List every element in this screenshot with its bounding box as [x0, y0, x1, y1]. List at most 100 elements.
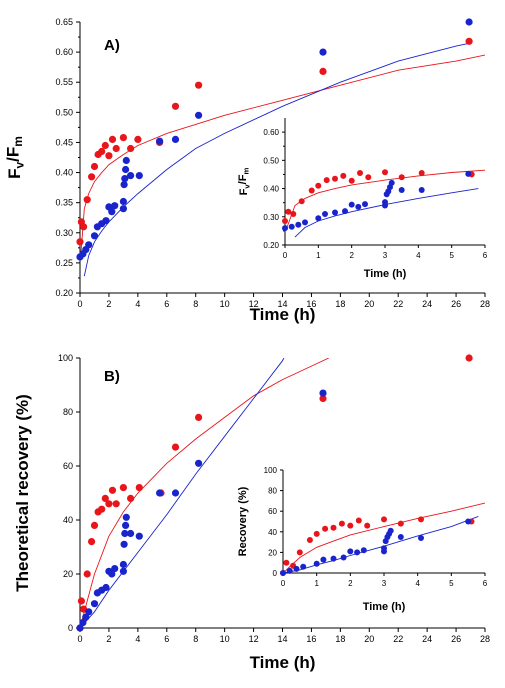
red-fit-line — [80, 54, 485, 257]
blue-data-point — [171, 135, 180, 143]
blue-data-point — [320, 556, 327, 563]
blue-data-point — [465, 170, 472, 177]
blue-data-point — [156, 489, 164, 497]
x-tick-label: 20 — [364, 634, 374, 644]
red-data-point — [98, 505, 106, 513]
x-tick-label: 4 — [415, 579, 420, 588]
blue-fit-line — [283, 515, 479, 573]
red-data-point — [308, 187, 315, 194]
x-tick-label: 0 — [77, 634, 82, 644]
blue-data-point — [418, 535, 424, 541]
y-tick-label: 0.65 — [55, 17, 73, 27]
blue-data-point — [90, 600, 99, 608]
red-data-point — [112, 500, 120, 508]
x-tick-label: 0 — [281, 579, 286, 588]
blue-fit-line — [80, 358, 285, 628]
red-data-point — [298, 198, 305, 205]
y-tick-label: 0.40 — [55, 168, 73, 178]
blue-data-point — [76, 624, 84, 632]
red-data-point — [135, 484, 143, 492]
blue-data-point — [108, 208, 116, 216]
x-tick-label: 20 — [364, 299, 374, 309]
x-tick-label: 3 — [382, 579, 387, 588]
x-tick-label: 6 — [164, 299, 169, 309]
y-tick-label: 60 — [63, 461, 73, 471]
blue-data-point — [135, 172, 143, 180]
blue-data-point — [79, 619, 87, 627]
red-data-point — [322, 525, 329, 532]
blue-data-point — [398, 187, 405, 193]
blue-data-point — [195, 111, 203, 119]
red-data-point — [88, 538, 96, 546]
blue-data-point — [122, 156, 130, 165]
blue-data-point — [332, 209, 338, 216]
x-tick-label: 26 — [451, 299, 461, 309]
blue-data-point — [120, 181, 128, 189]
red-data-point — [319, 67, 327, 75]
blue-data-point — [313, 560, 320, 567]
blue-data-point — [119, 567, 127, 575]
y-tick-label: 100 — [58, 353, 73, 363]
blue-data-point — [119, 205, 127, 213]
x-tick-label: 26 — [451, 634, 461, 644]
blue-data-point — [288, 223, 295, 230]
blue-data-point — [82, 613, 90, 621]
red-data-point — [119, 134, 127, 142]
red-data-point — [313, 530, 320, 537]
blue-data-point — [387, 527, 394, 534]
y-tick-label: 0 — [68, 623, 73, 633]
panel-label: A) — [104, 37, 120, 54]
blue-data-point — [465, 18, 473, 26]
x-tick-label: 28 — [480, 634, 490, 644]
red-data-point — [382, 169, 388, 176]
red-data-point — [306, 537, 313, 543]
x-tick-label: 8 — [193, 634, 198, 644]
red-data-point — [134, 135, 142, 143]
blue-data-point — [120, 540, 128, 548]
y-tick-label: 0.20 — [263, 241, 279, 250]
x-axis-title: Time (h) — [364, 268, 407, 280]
red-data-point — [83, 570, 91, 578]
blue-data-point — [315, 215, 322, 222]
blue-data-point — [286, 567, 293, 574]
blue-data-point — [381, 545, 387, 552]
panel-b-main-chart: 0 2 4 6 8 10 12 14 16 18 20 22 24 26 28020406080100Tim… — [13, 353, 490, 672]
y-tick-label: 20 — [268, 548, 277, 557]
blue-fit-line — [294, 188, 479, 238]
y-tick-label: 80 — [63, 407, 73, 417]
red-data-point — [397, 520, 404, 527]
x-axis-title: Time (h) — [363, 601, 406, 613]
red-data-point — [283, 559, 290, 566]
x-tick-label: 12 — [249, 634, 259, 644]
blue-data-point — [362, 201, 368, 208]
red-fit-line — [80, 358, 329, 628]
x-tick-label: 8 — [193, 299, 198, 309]
red-data-point — [347, 522, 354, 529]
red-data-point — [418, 170, 425, 176]
red-data-point — [357, 170, 363, 176]
blue-data-point — [342, 208, 348, 215]
x-tick-label: 14 — [277, 634, 287, 644]
x-tick-label: 4 — [416, 251, 421, 260]
blue-data-point — [282, 225, 288, 232]
blue-data-point — [397, 534, 404, 540]
red-data-point — [296, 549, 303, 556]
x-tick-label: 22 — [393, 634, 403, 644]
red-data-point — [195, 81, 203, 89]
blue-data-point — [302, 219, 308, 226]
red-data-point — [105, 152, 113, 160]
blue-data-point — [122, 165, 130, 174]
blue-data-point — [295, 221, 302, 228]
red-data-point — [105, 500, 113, 508]
x-tick-label: 0 — [283, 251, 288, 260]
blue-data-point — [119, 560, 127, 569]
red-data-point — [88, 173, 96, 181]
red-data-point — [381, 516, 387, 523]
x-tick-label: 5 — [449, 251, 454, 260]
y-tick-label: 40 — [63, 515, 73, 525]
y-tick-label: 100 — [264, 466, 278, 475]
y-tick-label: 40 — [268, 528, 277, 537]
red-data-point — [76, 238, 84, 246]
